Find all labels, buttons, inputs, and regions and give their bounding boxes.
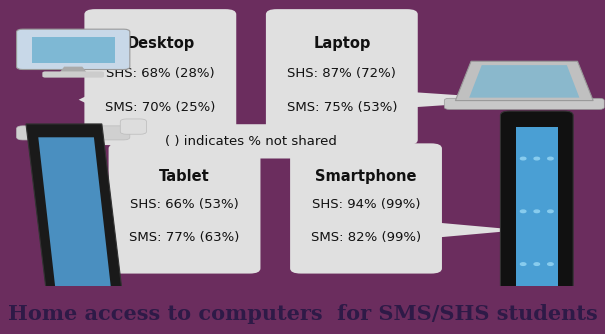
- FancyBboxPatch shape: [16, 126, 130, 140]
- Circle shape: [520, 157, 526, 160]
- Polygon shape: [85, 222, 120, 238]
- FancyBboxPatch shape: [85, 9, 237, 145]
- Text: Home access to computers  for SMS/SHS students: Home access to computers for SMS/SHS stu…: [8, 304, 597, 324]
- Polygon shape: [79, 92, 96, 108]
- Polygon shape: [59, 67, 87, 73]
- Text: Smartphone: Smartphone: [315, 169, 417, 184]
- Circle shape: [534, 263, 540, 266]
- FancyBboxPatch shape: [0, 0, 133, 143]
- FancyBboxPatch shape: [0, 143, 133, 280]
- Polygon shape: [469, 65, 580, 98]
- Circle shape: [520, 210, 526, 213]
- Text: Desktop: Desktop: [126, 36, 194, 51]
- Polygon shape: [407, 92, 526, 108]
- FancyBboxPatch shape: [42, 71, 104, 77]
- Text: SHS: 68% (28%): SHS: 68% (28%): [106, 67, 215, 80]
- FancyBboxPatch shape: [16, 29, 130, 69]
- Polygon shape: [26, 124, 123, 304]
- Circle shape: [548, 157, 553, 160]
- Text: SHS: 94% (99%): SHS: 94% (99%): [312, 198, 420, 211]
- Circle shape: [534, 157, 540, 160]
- Text: SHS: 87% (72%): SHS: 87% (72%): [287, 67, 396, 80]
- Text: Tablet: Tablet: [159, 169, 210, 184]
- FancyBboxPatch shape: [127, 124, 375, 159]
- FancyBboxPatch shape: [31, 37, 115, 63]
- Circle shape: [520, 263, 526, 266]
- FancyBboxPatch shape: [500, 111, 573, 312]
- Polygon shape: [38, 137, 111, 292]
- Text: Laptop: Laptop: [313, 36, 370, 51]
- Circle shape: [534, 210, 540, 213]
- FancyBboxPatch shape: [109, 143, 260, 274]
- Polygon shape: [431, 222, 520, 238]
- FancyBboxPatch shape: [481, 143, 605, 280]
- FancyBboxPatch shape: [444, 98, 604, 109]
- Circle shape: [548, 210, 553, 213]
- FancyBboxPatch shape: [120, 119, 146, 134]
- Text: SHS: 66% (53%): SHS: 66% (53%): [130, 198, 239, 211]
- FancyBboxPatch shape: [266, 9, 417, 145]
- Text: ( ) indicates % not shared: ( ) indicates % not shared: [165, 135, 337, 148]
- Text: SMS: 77% (63%): SMS: 77% (63%): [129, 231, 240, 244]
- Text: SMS: 82% (99%): SMS: 82% (99%): [311, 231, 421, 244]
- Text: SMS: 75% (53%): SMS: 75% (53%): [287, 101, 397, 114]
- FancyBboxPatch shape: [466, 0, 605, 143]
- Circle shape: [548, 263, 553, 266]
- Text: SMS: 70% (25%): SMS: 70% (25%): [105, 101, 215, 114]
- FancyBboxPatch shape: [515, 127, 558, 296]
- FancyBboxPatch shape: [290, 143, 442, 274]
- Polygon shape: [456, 61, 593, 101]
